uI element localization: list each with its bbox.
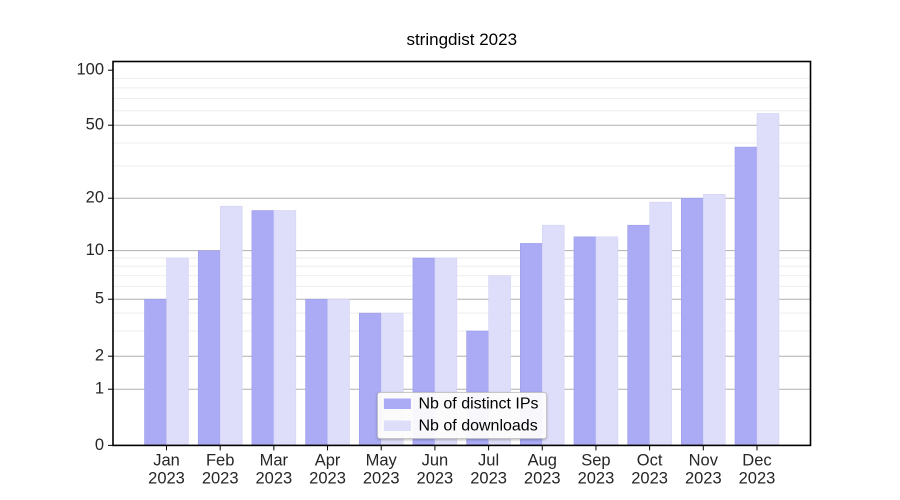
svg-text:Mar: Mar (260, 451, 289, 469)
svg-text:Apr: Apr (315, 451, 341, 469)
svg-text:2023: 2023 (470, 469, 507, 487)
svg-text:Jan: Jan (153, 451, 180, 469)
svg-text:2023: 2023 (631, 469, 668, 487)
svg-text:2023: 2023 (256, 469, 293, 487)
svg-text:20: 20 (86, 189, 104, 207)
svg-text:10: 10 (86, 241, 104, 259)
svg-text:5: 5 (95, 290, 104, 308)
svg-text:2023: 2023 (739, 469, 776, 487)
svg-text:2023: 2023 (685, 469, 722, 487)
svg-text:Sep: Sep (581, 451, 610, 469)
svg-text:Oct: Oct (637, 451, 663, 469)
svg-text:1: 1 (95, 380, 104, 398)
svg-text:Jun: Jun (422, 451, 449, 469)
svg-text:Jul: Jul (478, 451, 499, 469)
svg-text:2023: 2023 (524, 469, 561, 487)
svg-text:2023: 2023 (202, 469, 239, 487)
svg-text:Nb of downloads: Nb of downloads (419, 417, 538, 434)
svg-text:0: 0 (95, 436, 104, 454)
svg-text:2023: 2023 (148, 469, 185, 487)
svg-text:2023: 2023 (417, 469, 454, 487)
svg-text:2023: 2023 (363, 469, 400, 487)
svg-text:Nov: Nov (689, 451, 719, 469)
svg-text:50: 50 (86, 116, 104, 134)
svg-text:2: 2 (95, 347, 104, 365)
svg-text:Aug: Aug (528, 451, 557, 469)
svg-text:2023: 2023 (578, 469, 615, 487)
svg-text:2023: 2023 (309, 469, 346, 487)
svg-text:May: May (366, 451, 398, 469)
svg-text:stringdist 2023: stringdist 2023 (406, 30, 517, 49)
svg-text:Feb: Feb (206, 451, 234, 469)
svg-text:Dec: Dec (742, 451, 771, 469)
svg-text:Nb of distinct IPs: Nb of distinct IPs (419, 395, 539, 412)
svg-text:100: 100 (76, 61, 104, 79)
